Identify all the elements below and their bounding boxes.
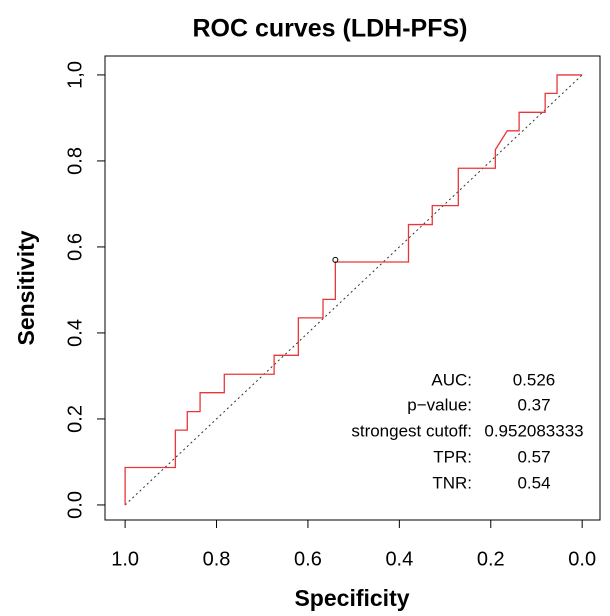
chart-title: ROC curves (LDH-PFS) [192,15,467,43]
y-tick-label: 0.4 [64,319,86,347]
stat-value: 0.526 [513,370,556,389]
stat-label: TNR: [432,473,472,492]
plot-frame [104,55,601,521]
stat-label: AUC: [431,370,472,389]
x-tick-label: 0.4 [385,548,413,570]
x-tick-label: 0.0 [568,548,596,570]
stat-value: 0.54 [517,473,550,492]
cutoff-point [332,256,339,263]
x-tick-label: 0.6 [294,548,322,570]
y-axis-label: Sensitivity [13,230,39,345]
y-tick-label: 1,0 [64,61,86,89]
stat-label: TPR: [433,447,472,466]
x-axis-label: Specificity [294,585,409,611]
stat-value: 0.57 [517,447,550,466]
x-tick-label: 0.8 [203,548,231,570]
stat-label: strongest cutoff: [351,421,472,440]
y-tick-label: 0.6 [64,233,86,261]
stat-value: 0.37 [517,395,550,414]
roc-curve [124,74,583,505]
stat-label: p−value: [407,395,472,414]
y-tick-label: 0.2 [64,405,86,433]
y-tick-label: 0.0 [64,491,86,519]
stat-value: 0.952083333 [484,421,583,440]
y-tick-label: 0.8 [64,147,86,175]
x-tick-label: 0.2 [477,548,505,570]
x-tick-label: 1.0 [111,548,139,570]
